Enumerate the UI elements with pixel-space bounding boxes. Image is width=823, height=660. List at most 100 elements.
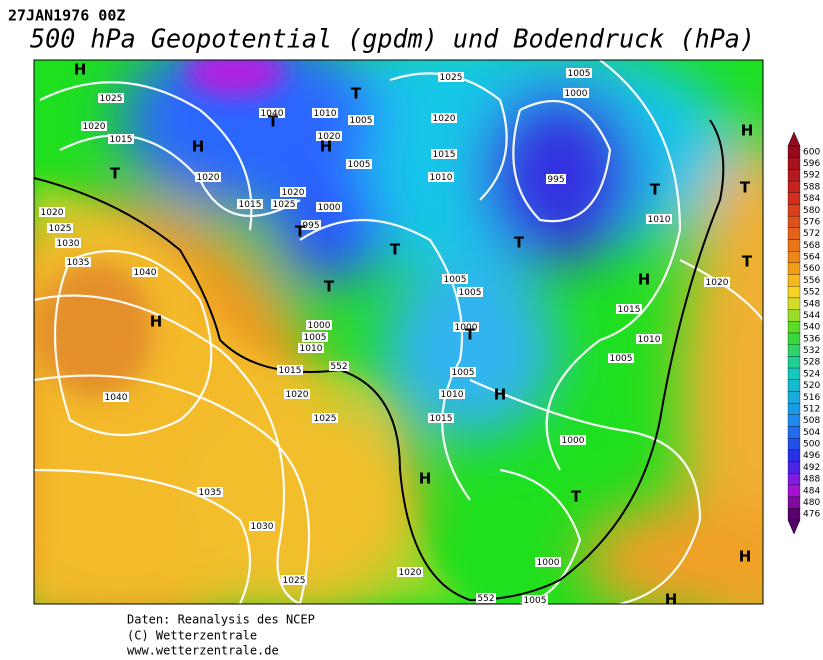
pressure-center: H (419, 470, 432, 488)
label-box (81, 121, 107, 131)
pressure-center: T (571, 488, 582, 506)
isobar-label: 1030 (251, 522, 274, 532)
pressure-center: H (74, 61, 87, 79)
colorbar-tick-label: 532 (803, 346, 820, 356)
isobar-label: 1030 (57, 239, 80, 249)
label-box (237, 199, 263, 209)
label-box (298, 343, 324, 353)
label-box (316, 131, 342, 141)
pressure-center: T (110, 165, 121, 183)
isobar-label: 1015 (110, 135, 133, 145)
label-box (522, 595, 548, 605)
colorbar-swatch (787, 251, 801, 264)
isobar-label: 1025 (100, 94, 123, 104)
footer-line: Daten: Reanalysis des NCEP (127, 613, 315, 627)
footer-line: (C) Wetterzentrale (127, 629, 257, 643)
colorbar-tick-label: 576 (803, 217, 820, 227)
colorbar-tick-label: 544 (803, 311, 820, 321)
colorbar-swatch (787, 227, 801, 240)
colorbar-tick-label: 568 (803, 241, 820, 251)
colorbar-swatch (787, 204, 801, 217)
pressure-center: H (494, 386, 507, 404)
colorbar-tick-label: 540 (803, 323, 820, 333)
pressure-center: H (638, 271, 651, 289)
map-date: 27JAN1976 00Z (8, 7, 125, 25)
pressure-center: H (741, 122, 754, 140)
label-box (98, 93, 124, 103)
label-box (271, 199, 297, 209)
pressure-center: T (351, 85, 362, 103)
label-box (301, 220, 321, 230)
pressure-center: H (320, 138, 333, 156)
label-box (397, 567, 423, 577)
isobar-label: 1035 (199, 488, 222, 498)
label-box (616, 304, 642, 314)
isobar-label: 1010 (430, 173, 453, 183)
isobar-label: 1025 (314, 414, 337, 424)
isobar-label: 1025 (440, 73, 463, 83)
label-box (316, 202, 342, 212)
isobar-label: 1010 (648, 215, 671, 225)
isobar-label: 1005 (348, 160, 371, 170)
isobar-label: 1015 (618, 305, 641, 315)
label-box (566, 68, 592, 78)
label-box (560, 435, 586, 445)
label-box (55, 238, 81, 248)
isobar-label: 1000 (562, 436, 585, 446)
label-box (197, 487, 223, 497)
colorbar-tick-label: 492 (803, 463, 820, 473)
colorbar-swatch (787, 169, 801, 182)
colorbar-tick-label: 528 (803, 358, 820, 368)
isobar-label: 995 (547, 175, 564, 185)
isobar-label: 552 (477, 594, 494, 604)
isobar-label: 1015 (433, 150, 456, 160)
pressure-center: T (465, 326, 476, 344)
label-box (312, 108, 338, 118)
label-box (431, 149, 457, 159)
colorbar-swatch (787, 286, 801, 299)
label-box (306, 320, 332, 330)
isobar-label: 552 (330, 362, 347, 372)
pressure-center: H (150, 313, 163, 331)
colorbar-tick-label: 504 (803, 428, 820, 438)
pressure-center: T (268, 113, 279, 131)
label-box (348, 115, 374, 125)
isobar-label: 1000 (308, 321, 331, 331)
label-box (442, 274, 468, 284)
label-box (281, 575, 307, 585)
colorbar-tick-label: 564 (803, 253, 820, 263)
colorbar: 6005965925885845805765725685645605565525… (787, 131, 820, 535)
pressure-center: T (650, 181, 661, 199)
isobar-label: 1020 (318, 132, 341, 142)
label-box (636, 334, 662, 344)
label-box (65, 257, 91, 267)
colorbar-swatch (787, 484, 801, 497)
colorbar-tick-label: 556 (803, 276, 820, 286)
pressure-center: T (742, 253, 753, 271)
colorbar-swatch (787, 344, 801, 357)
label-box (277, 365, 303, 375)
label-box (428, 172, 454, 182)
pressure-center: T (390, 241, 401, 259)
colorbar-swatch (787, 262, 801, 275)
colorbar-tick-label: 584 (803, 194, 820, 204)
colorbar-tick-label: 508 (803, 416, 820, 426)
isobar-label: 1020 (197, 173, 220, 183)
colorbar-swatch (787, 321, 801, 334)
label-box (259, 108, 285, 118)
label-box (39, 207, 65, 217)
label-box (329, 361, 349, 371)
colorbar-tick-label: 600 (803, 147, 820, 157)
isobar-label: 1035 (67, 258, 90, 268)
label-box (280, 187, 306, 197)
isobar-label: 1005 (610, 354, 633, 364)
colorbar-arrow (787, 519, 801, 535)
label-box (428, 413, 454, 423)
footer-line: www.wetterzentrale.de (127, 644, 279, 657)
isobar-label: 1025 (49, 224, 72, 234)
isobar-label: 1015 (239, 200, 262, 210)
isobar-label: 1015 (279, 366, 302, 376)
isobar-label: 1015 (430, 414, 453, 424)
label-box (535, 557, 561, 567)
